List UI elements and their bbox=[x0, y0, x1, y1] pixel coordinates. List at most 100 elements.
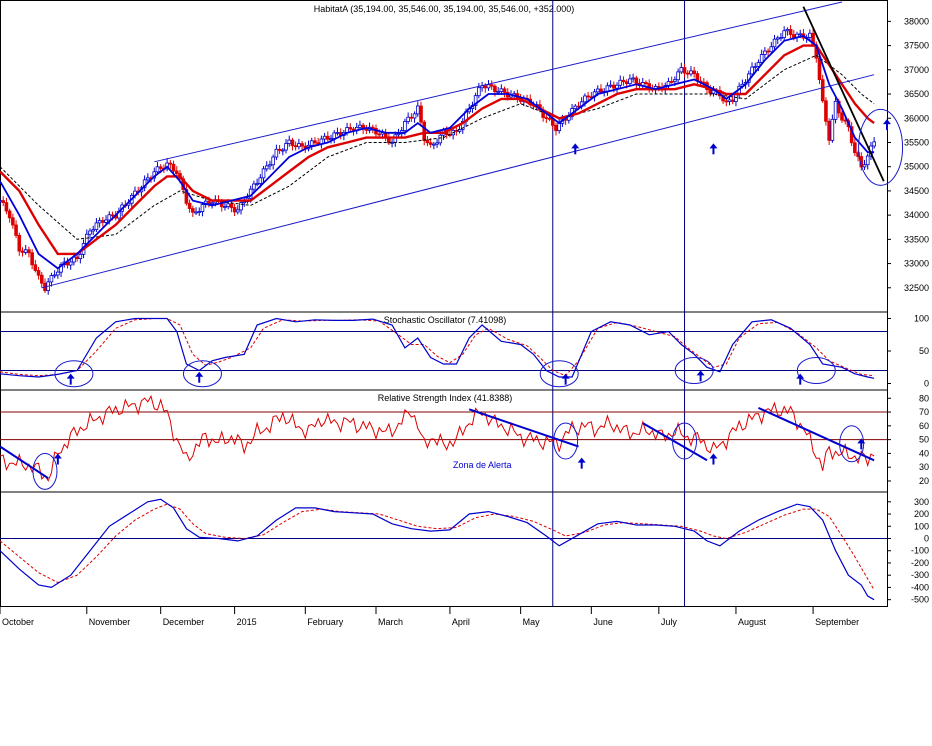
up-arrow-icon bbox=[66, 373, 75, 385]
rsi-trendline bbox=[0, 445, 49, 480]
candle-body bbox=[78, 253, 83, 260]
candle-body bbox=[370, 126, 375, 129]
candle-body bbox=[499, 88, 504, 92]
candle-body bbox=[724, 100, 729, 103]
up-arrow-icon bbox=[709, 453, 718, 465]
highlight-ellipse bbox=[839, 425, 865, 463]
candle-body bbox=[322, 135, 327, 140]
candle-body bbox=[364, 128, 369, 131]
candle-body bbox=[258, 177, 263, 184]
rsi-annotation: Zona de Alerta bbox=[453, 460, 512, 470]
arrow-head bbox=[561, 373, 570, 379]
candle-body bbox=[843, 119, 848, 122]
candle-body bbox=[277, 148, 282, 151]
candle-body bbox=[174, 170, 179, 174]
candle-body bbox=[438, 134, 443, 144]
candle-body bbox=[264, 165, 269, 170]
macd-tick-label: 0 bbox=[924, 533, 929, 543]
candle-body bbox=[200, 204, 205, 212]
up-arrow-icon bbox=[53, 453, 62, 465]
candle-body bbox=[229, 203, 234, 208]
candle-body bbox=[788, 29, 793, 35]
candle-body bbox=[422, 121, 427, 141]
ma-fast-line bbox=[0, 34, 875, 270]
rsi-tick-label: 80 bbox=[919, 393, 929, 403]
candle-body bbox=[595, 88, 600, 93]
candle-body bbox=[435, 142, 439, 145]
month-label: August bbox=[738, 617, 767, 627]
candle-body bbox=[766, 50, 770, 53]
candle-body bbox=[239, 202, 243, 211]
chart-frame bbox=[0, 0, 888, 607]
arrow-head bbox=[709, 453, 718, 459]
candle-body bbox=[830, 118, 835, 141]
rsi-tick-label: 30 bbox=[919, 462, 929, 472]
month-label: May bbox=[523, 617, 541, 627]
candle-body bbox=[348, 127, 353, 130]
arrow-head bbox=[696, 370, 705, 376]
candle-body bbox=[107, 214, 112, 221]
candle-body bbox=[329, 138, 333, 140]
candle-body bbox=[808, 32, 812, 38]
candle-body bbox=[396, 133, 401, 136]
rsi-tick-label: 40 bbox=[919, 448, 929, 458]
candle-body bbox=[477, 87, 481, 97]
candle-body bbox=[820, 79, 825, 102]
highlight-ellipse bbox=[796, 357, 836, 384]
candle-body bbox=[255, 183, 259, 185]
macd-tick-label: 200 bbox=[914, 509, 929, 519]
candle-body bbox=[268, 164, 272, 167]
candle-body bbox=[708, 89, 713, 94]
candle-body bbox=[682, 67, 687, 74]
candle-body bbox=[14, 224, 18, 236]
candle-body bbox=[252, 183, 256, 190]
candle-body bbox=[573, 105, 578, 109]
candle-body bbox=[232, 207, 237, 213]
highlight-ellipse bbox=[672, 422, 698, 460]
candle-body bbox=[544, 117, 549, 119]
candle-body bbox=[833, 100, 838, 120]
ma-slow-line bbox=[0, 44, 875, 256]
candle-body bbox=[313, 140, 317, 144]
rsi-tick-label: 70 bbox=[919, 407, 929, 417]
up-arrow-icon bbox=[577, 457, 586, 469]
highlight-ellipse bbox=[539, 360, 579, 388]
candle-body bbox=[817, 57, 822, 81]
panel-frames bbox=[0, 0, 888, 607]
candle-body bbox=[88, 230, 92, 235]
month-label: October bbox=[2, 617, 34, 627]
candle-body bbox=[207, 200, 211, 205]
up-arrow-icon bbox=[796, 373, 805, 385]
candle-body bbox=[557, 122, 561, 132]
candle-body bbox=[242, 201, 247, 204]
candle-body bbox=[33, 264, 38, 271]
candle-body bbox=[335, 132, 340, 134]
rsi-tick-label: 50 bbox=[919, 435, 929, 445]
candle-body bbox=[493, 85, 497, 93]
candle-body bbox=[187, 202, 192, 209]
rsi-line bbox=[0, 394, 875, 482]
candle-body bbox=[554, 124, 558, 132]
candle-body bbox=[191, 208, 195, 213]
candle-body bbox=[68, 261, 73, 266]
candle-body bbox=[194, 211, 198, 214]
candle-body bbox=[7, 210, 12, 219]
up-arrow-icon bbox=[709, 143, 718, 155]
candle-body bbox=[673, 79, 677, 82]
candle-body bbox=[377, 133, 382, 136]
rsi-tick-label: 60 bbox=[919, 421, 929, 431]
channel-lower-line bbox=[41, 74, 875, 289]
candle-body bbox=[158, 166, 163, 169]
candle-body bbox=[419, 105, 423, 123]
candle-body bbox=[827, 120, 831, 141]
rsi-panel bbox=[0, 394, 887, 490]
stochastic-k-line bbox=[0, 317, 875, 379]
candle-body bbox=[676, 71, 680, 81]
candle-body bbox=[432, 143, 436, 146]
rsi-trendline bbox=[642, 422, 708, 462]
month-label: September bbox=[815, 617, 859, 627]
candle-body bbox=[326, 135, 330, 140]
candle-body bbox=[634, 77, 639, 84]
candle-body bbox=[483, 85, 488, 89]
